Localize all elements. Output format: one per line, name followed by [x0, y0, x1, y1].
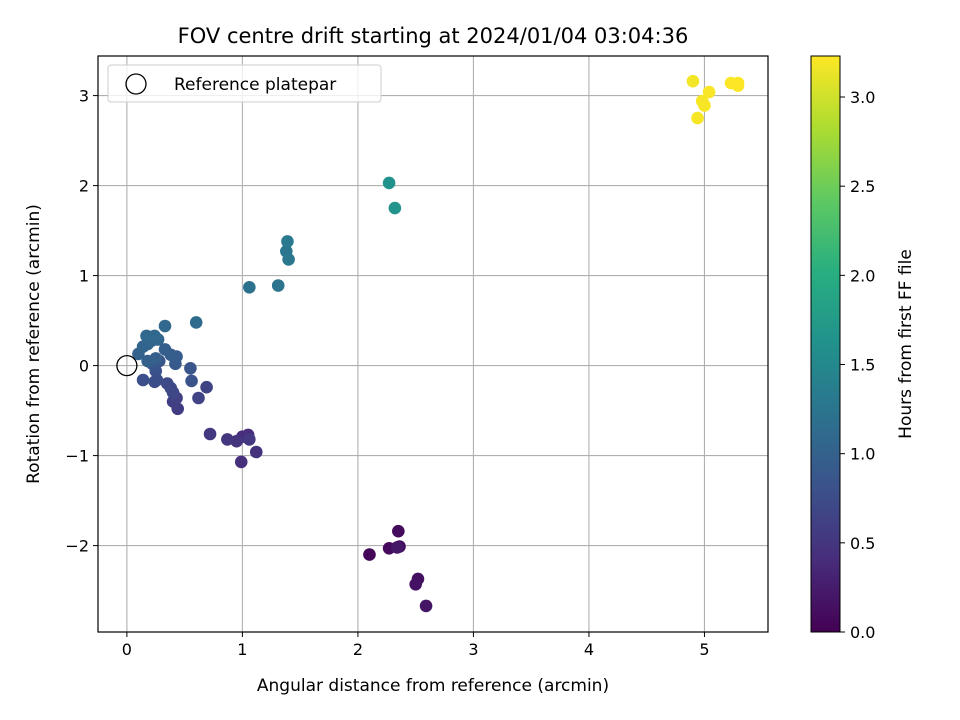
data-point: [136, 373, 150, 387]
colorbar-tick-label: 1.5: [850, 356, 875, 375]
x-tick-label: 5: [699, 640, 709, 659]
y-tick-label: 0: [79, 357, 89, 376]
colorbar-tick-label: 2.0: [850, 266, 875, 285]
legend: Reference platepar: [107, 64, 382, 103]
x-axis-ticks: 0 1 2 3 4 5: [122, 632, 710, 659]
data-point: [221, 433, 234, 446]
data-point: [200, 380, 213, 394]
colorbar-tick-label: 1.0: [850, 445, 875, 464]
data-point: [184, 362, 197, 375]
data-point: [409, 578, 422, 591]
colorbar-ticks: 0.0 0.5 1.0 1.5 2.0 2.5 3.0: [840, 88, 875, 642]
colorbar-tick-label: 2.5: [850, 177, 875, 196]
colorbar-tick-label: 3.0: [850, 88, 875, 107]
data-point: [141, 354, 154, 368]
legend-marker-icon: [125, 73, 147, 95]
legend-box: [107, 64, 382, 103]
y-tick-label: −1: [65, 447, 89, 466]
y-tick-label: 2: [79, 177, 89, 196]
data-point: [702, 85, 716, 99]
data-point: [271, 279, 285, 292]
x-tick-label: 2: [353, 640, 363, 659]
data-point: [166, 386, 180, 399]
colorbar-label: Hours from first FF file: [896, 249, 916, 439]
data-points: [132, 74, 745, 613]
x-tick-label: 0: [122, 640, 132, 659]
x-tick-label: 3: [468, 640, 478, 659]
data-point: [148, 329, 161, 343]
data-point: [392, 524, 405, 538]
x-tick-label: 1: [237, 640, 247, 659]
y-axis-ticks: −2 −1 0 1 2 3: [65, 87, 98, 556]
reference-marker: [116, 354, 138, 377]
data-point: [234, 455, 248, 469]
x-tick-label: 4: [584, 640, 594, 659]
data-point: [698, 99, 711, 112]
legend-entry-reference: Reference platepar: [174, 75, 336, 95]
data-point: [189, 316, 203, 329]
data-point: [419, 599, 433, 613]
data-point: [281, 235, 294, 248]
data-point: [382, 176, 396, 190]
data-point: [691, 111, 704, 125]
data-point: [158, 319, 172, 333]
y-tick-label: −2: [65, 537, 89, 556]
data-point: [243, 433, 256, 446]
data-point: [158, 343, 172, 356]
colorbar-tick-label: 0.0: [850, 623, 875, 642]
plot-area: [98, 56, 768, 632]
reference-point: [116, 354, 138, 377]
chart-title: FOV centre drift starting at 2024/01/04 …: [178, 24, 689, 48]
data-point: [249, 445, 263, 459]
data-point: [388, 201, 402, 215]
y-tick-label: 1: [79, 267, 89, 286]
data-point: [192, 391, 205, 405]
data-point: [363, 548, 376, 561]
data-point: [390, 541, 404, 554]
data-point: [148, 375, 161, 389]
y-axis-label: Rotation from reference (arcmin): [24, 204, 44, 484]
data-point: [686, 74, 700, 88]
data-point: [282, 253, 295, 266]
data-point: [161, 377, 174, 390]
grid: [98, 56, 768, 632]
colorbar: [810, 55, 841, 633]
colorbar-tick-label: 0.5: [850, 534, 875, 553]
x-axis-label: Angular distance from reference (arcmin): [257, 676, 609, 696]
data-point: [203, 427, 217, 441]
plot-frame: [97, 55, 769, 633]
data-point: [731, 76, 745, 90]
y-tick-label: 3: [79, 87, 89, 106]
data-point: [185, 374, 198, 388]
data-point: [243, 281, 256, 294]
